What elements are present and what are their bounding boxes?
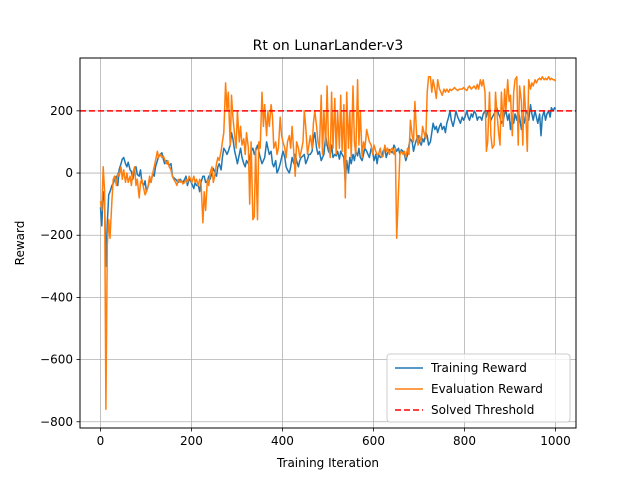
training-reward-line [99, 103, 557, 268]
y-tick-label: −200 [40, 228, 73, 242]
y-tick-label: 0 [65, 166, 73, 180]
series-layer [80, 75, 576, 411]
y-tick-label: −800 [40, 415, 73, 429]
legend-label-solved-threshold: Solved Threshold [431, 403, 534, 417]
legend-label-evaluation-reward: Evaluation Reward [431, 382, 543, 396]
y-tick-label: −600 [40, 353, 73, 367]
x-axis-label: Training Iteration [276, 456, 379, 470]
y-tick-label: 200 [50, 104, 73, 118]
chart-title: Rt on LunarLander-v3 [253, 38, 404, 54]
x-tick-label: 800 [453, 434, 476, 448]
plot-frame [79, 57, 577, 429]
y-axis-label: Reward [13, 221, 27, 266]
y-tick-label: −400 [40, 290, 73, 304]
x-tick-label: 200 [180, 434, 203, 448]
legend: Training Reward Evaluation Reward Solved T… [386, 353, 571, 423]
x-tick-label: 600 [362, 434, 385, 448]
x-tick-label: 400 [271, 434, 294, 448]
x-tick-label: 0 [97, 434, 105, 448]
evaluation-reward-line [99, 75, 557, 411]
grid [80, 58, 576, 428]
legend-box [386, 353, 571, 423]
x-tick-label: 1000 [540, 434, 571, 448]
axis-ticks: 0 200 400 600 800 1000 −800 −600 −400 −200 0 200 [40, 104, 571, 448]
legend-label-training-reward: Training Reward [430, 361, 527, 375]
